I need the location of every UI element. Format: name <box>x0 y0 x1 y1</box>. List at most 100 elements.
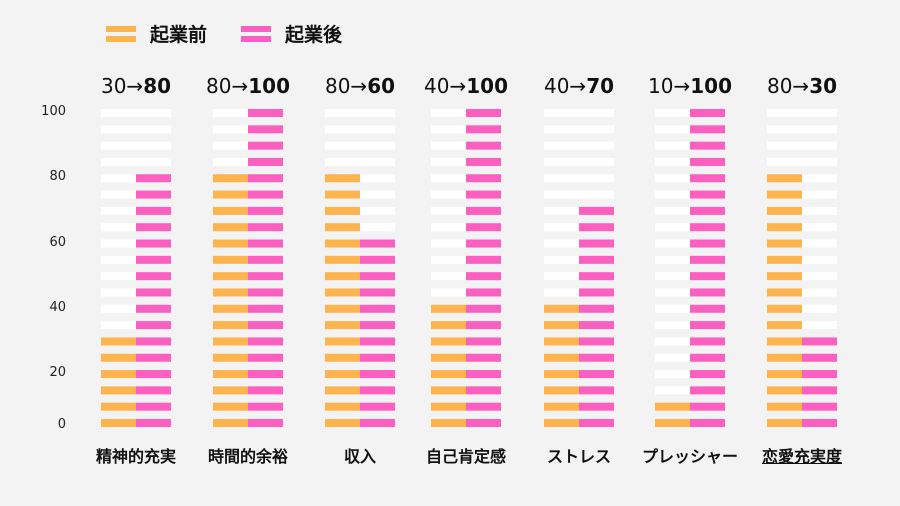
bar-segment-empty <box>101 288 136 297</box>
bar-segment-after <box>690 419 725 427</box>
bar-segment-before <box>767 353 802 362</box>
bar-segment-empty <box>101 272 136 281</box>
bar-segment-before <box>325 402 360 411</box>
bar-segment-after <box>466 353 501 362</box>
bar-segment-empty <box>655 109 690 117</box>
bar-segment-after <box>360 353 395 362</box>
bar-segment-before <box>213 239 248 248</box>
bar-segment-after <box>136 174 171 183</box>
bar-segment-empty <box>655 206 690 215</box>
bar-segment-after <box>690 109 725 117</box>
bar-segment-before <box>101 386 136 395</box>
bar-segment-empty <box>655 125 690 134</box>
bar-segment-empty <box>213 125 248 134</box>
bar-segment-empty <box>101 255 136 264</box>
bar-segment-before <box>101 370 136 379</box>
bar-segment-after <box>360 255 395 264</box>
bar-segment-after <box>248 288 283 297</box>
bar-segment-after <box>136 190 171 199</box>
y-tick-label: 20 <box>49 365 66 381</box>
bar-segment-after <box>579 402 614 411</box>
bar-segment-empty <box>544 223 579 232</box>
bar-segment-empty <box>101 157 136 166</box>
value-label-before: 80→ <box>324 74 368 98</box>
value-label-before: 40→ <box>543 74 587 98</box>
bar-segment-empty <box>655 239 690 248</box>
bar-segment-after <box>360 304 395 313</box>
bar-segment-empty <box>360 141 395 150</box>
bar-segment-empty <box>544 174 579 183</box>
bar-segment-after <box>802 337 837 346</box>
y-tick-label: 100 <box>41 104 66 119</box>
bar-segment-after <box>690 353 725 362</box>
value-label: 80→60 <box>325 74 395 98</box>
bar-segment-empty <box>101 125 136 134</box>
bar-segment-empty <box>655 321 690 330</box>
bar-segment-empty <box>360 125 395 134</box>
bar-segment-before <box>325 321 360 330</box>
bar-segment-after <box>690 141 725 150</box>
bar-segment-empty <box>655 157 690 166</box>
bar-segment-before <box>767 255 802 264</box>
bar-segment-before <box>544 353 579 362</box>
value-label-before: 40→ <box>424 74 467 98</box>
bar-segment-empty <box>802 125 837 134</box>
bar-segment-after <box>466 239 501 248</box>
bar-segment-after <box>248 190 283 199</box>
bar-segment-empty <box>802 321 837 330</box>
bar-segment-empty <box>655 370 690 379</box>
bar-segment-before <box>213 370 248 379</box>
bar-segment-before <box>767 386 802 395</box>
bar-segment-empty <box>325 157 360 166</box>
bar-segment-after <box>136 304 171 313</box>
bar-segment-before <box>431 321 466 330</box>
bar-segment-empty <box>431 109 466 117</box>
category-label: 恋愛充実度 <box>761 447 843 466</box>
bar-segment-empty <box>544 206 579 215</box>
bar-segment-after <box>360 386 395 395</box>
bar-segment-after <box>579 206 614 215</box>
bar-segment-empty <box>431 272 466 281</box>
bar-segment-after <box>248 419 283 427</box>
bar-segment-after <box>248 321 283 330</box>
bar-segment-after <box>248 337 283 346</box>
bar-segment-empty <box>655 141 690 150</box>
bar-segment-before <box>325 304 360 313</box>
bar-segment-after <box>690 255 725 264</box>
bar-segment-before <box>101 419 136 427</box>
bar-segment-after <box>579 272 614 281</box>
bar-segment-before <box>767 304 802 313</box>
bar-segment-before <box>325 353 360 362</box>
bar-segment-empty <box>431 190 466 199</box>
bar-segment-after <box>360 239 395 248</box>
bar-segment-empty <box>360 190 395 199</box>
bar-segment-after <box>466 157 501 166</box>
bar-segment-after <box>579 419 614 427</box>
bar-segment-before <box>213 223 248 232</box>
bar-segment-after <box>802 370 837 379</box>
bar-segment-empty <box>101 174 136 183</box>
bar-segment-before <box>767 190 802 199</box>
bar-segment-empty <box>802 190 837 199</box>
value-label-after: 100 <box>248 74 290 98</box>
bar-segment-after <box>248 125 283 134</box>
bar-segment-after <box>248 223 283 232</box>
bar-segment-before <box>213 288 248 297</box>
category-label: 自己肯定感 <box>425 447 507 466</box>
bar-segment-after <box>466 255 501 264</box>
bar-segment-empty <box>802 288 837 297</box>
bar-segment-before <box>431 402 466 411</box>
legend-label-after: 起業後 <box>285 24 343 46</box>
bar-segment-after <box>690 337 725 346</box>
bar-segment-after <box>248 353 283 362</box>
bar-segment-before <box>213 206 248 215</box>
bar-segment-empty <box>136 109 171 117</box>
bar-segment-empty <box>101 223 136 232</box>
bar-segment-empty <box>360 174 395 183</box>
bar-segment-before <box>213 386 248 395</box>
bar-segment-before <box>325 255 360 264</box>
bar-segment-after <box>360 370 395 379</box>
bar-segment-before <box>213 304 248 313</box>
bar-segment-empty <box>579 109 614 117</box>
bar-segment-after <box>248 157 283 166</box>
